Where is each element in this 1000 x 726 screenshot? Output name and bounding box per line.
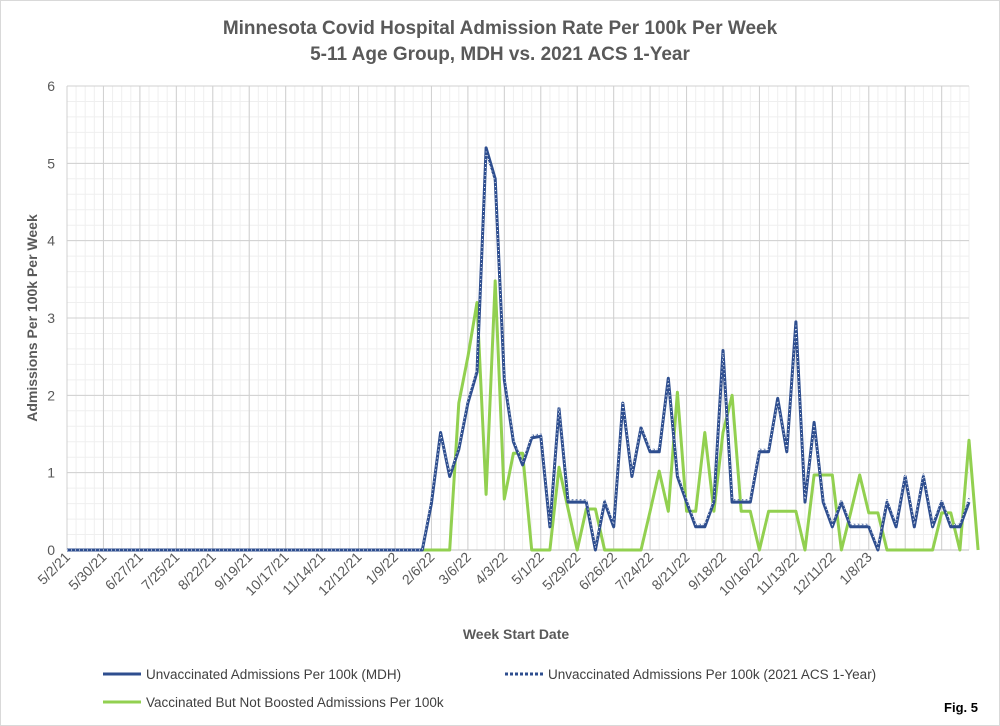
- y-tick-label: 0: [47, 542, 55, 558]
- y-axis-ticks: 0 1 2 3 4 5 6: [47, 78, 55, 558]
- x-tick-label: 5/30/21: [65, 549, 109, 593]
- y-tick-label: 5: [47, 155, 55, 171]
- x-tick-label: 8/21/22: [648, 549, 692, 593]
- y-axis-label: Admissions Per 100k Per Week: [24, 214, 40, 422]
- x-axis-ticks: 5/2/215/30/216/27/217/25/218/22/219/19/2…: [34, 549, 875, 599]
- series-line-1-dots: [67, 151, 970, 551]
- legend: Unvaccinated Admissions Per 100k (MDH) U…: [103, 667, 876, 710]
- series-lines: [67, 146, 980, 552]
- chart-title: Minnesota Covid Hospital Admission Rate …: [222, 18, 778, 39]
- y-tick-label: 3: [47, 310, 55, 326]
- x-tick-label: 5/29/22: [539, 549, 583, 593]
- x-tick-label: 6/26/22: [575, 549, 619, 593]
- legend-label-acs: Unvaccinated Admissions Per 100k (2021 A…: [548, 667, 876, 682]
- y-tick-label: 2: [47, 387, 55, 403]
- chart-subtitle: 5-11 Age Group, MDH vs. 2021 ACS 1-Year: [310, 44, 690, 65]
- x-tick-label: 1/8/23: [836, 549, 875, 588]
- x-axis-label: Week Start Date: [463, 626, 570, 642]
- grid-lines: [66, 85, 970, 551]
- y-tick-label: 1: [47, 465, 55, 481]
- x-tick-label: 8/22/21: [175, 549, 219, 593]
- x-tick-label: 2/6/22: [399, 549, 438, 588]
- x-tick-label: 7/25/21: [138, 549, 182, 593]
- legend-label-mdh: Unvaccinated Admissions Per 100k (MDH): [146, 667, 401, 682]
- x-tick-label: 1/9/22: [362, 549, 401, 588]
- figure-label: Fig. 5: [944, 700, 978, 715]
- x-tick-label: 4/3/22: [472, 549, 511, 588]
- x-tick-label: 7/24/22: [612, 549, 656, 593]
- y-tick-label: 4: [47, 233, 55, 249]
- x-tick-label: 3/6/22: [435, 549, 474, 588]
- y-tick-label: 6: [47, 78, 55, 94]
- legend-label-vaccinated: Vaccinated But Not Boosted Admissions Pe…: [146, 695, 444, 710]
- x-tick-label: 6/27/21: [102, 549, 146, 593]
